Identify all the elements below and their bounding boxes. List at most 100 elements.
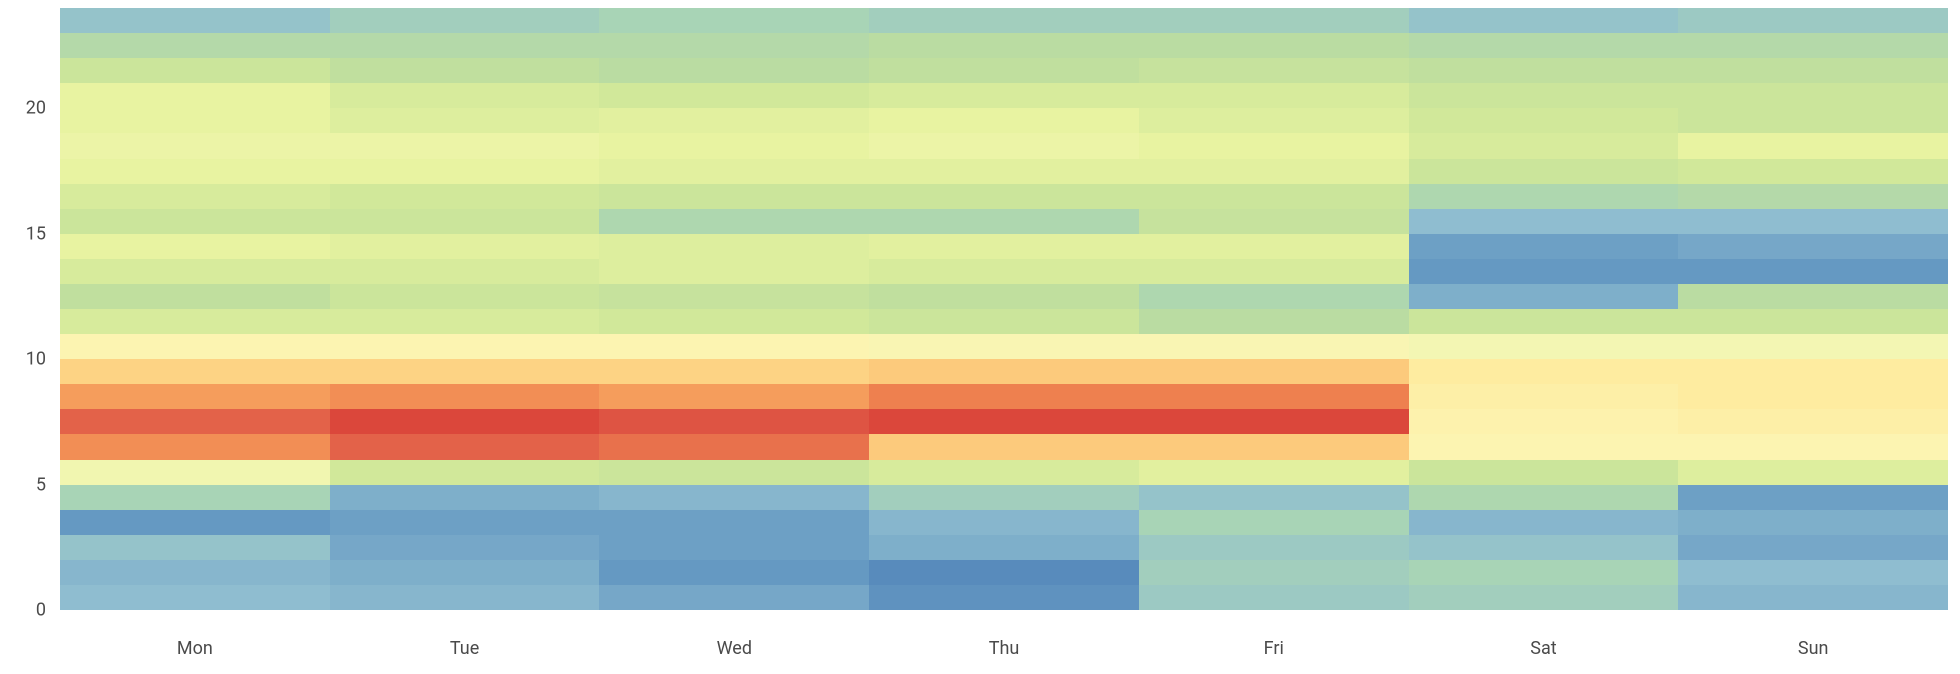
heatmap-cell	[1139, 33, 1409, 58]
heatmap-cell	[330, 83, 600, 108]
heatmap-cell	[60, 108, 330, 133]
x-tick-label: Mon	[60, 638, 330, 659]
heatmap-cell	[1139, 535, 1409, 560]
heatmap-cell	[1678, 108, 1948, 133]
heatmap-cell	[1678, 434, 1948, 459]
heatmap-cell	[60, 209, 330, 234]
heatmap-cell	[1678, 184, 1948, 209]
y-tick-label: 20	[26, 98, 46, 119]
heatmap-cell	[869, 460, 1139, 485]
heatmap-cell	[869, 309, 1139, 334]
heatmap-cell	[869, 58, 1139, 83]
heatmap-cell	[330, 485, 600, 510]
heatmap-cell	[869, 485, 1139, 510]
heatmap-cell	[869, 133, 1139, 158]
heatmap-cell	[599, 384, 869, 409]
heatmap-chart: 05101520 MonTueWedThuFriSatSun	[0, 0, 1960, 674]
heatmap-cell	[1139, 58, 1409, 83]
heatmap-cell	[1139, 184, 1409, 209]
heatmap-cell	[869, 209, 1139, 234]
heatmap-cell	[1139, 8, 1409, 33]
heatmap-cell	[869, 384, 1139, 409]
heatmap-cell	[330, 460, 600, 485]
heatmap-cell	[1409, 58, 1679, 83]
heatmap-cell	[869, 585, 1139, 610]
heatmap-cell	[599, 585, 869, 610]
heatmap-cell	[1409, 33, 1679, 58]
heatmap-cell	[1678, 384, 1948, 409]
heatmap-cell	[1678, 334, 1948, 359]
heatmap-cell	[869, 259, 1139, 284]
heatmap-cell	[1139, 309, 1409, 334]
heatmap-cell	[599, 434, 869, 459]
heatmap-cell	[330, 234, 600, 259]
heatmap-cell	[1678, 159, 1948, 184]
heatmap-cell	[1139, 560, 1409, 585]
heatmap-grid	[60, 8, 1948, 610]
heatmap-cell	[60, 83, 330, 108]
heatmap-cell	[599, 259, 869, 284]
heatmap-cell	[1409, 234, 1679, 259]
heatmap-cell	[60, 309, 330, 334]
heatmap-cell	[1139, 133, 1409, 158]
heatmap-cell	[1139, 409, 1409, 434]
heatmap-cell	[1409, 334, 1679, 359]
heatmap-cell	[1139, 83, 1409, 108]
heatmap-cell	[60, 434, 330, 459]
heatmap-cell	[60, 409, 330, 434]
heatmap-cell	[330, 560, 600, 585]
heatmap-cell	[330, 33, 600, 58]
heatmap-cell	[599, 359, 869, 384]
heatmap-cell	[599, 33, 869, 58]
heatmap-cell	[1678, 460, 1948, 485]
heatmap-cell	[869, 409, 1139, 434]
heatmap-cell	[1139, 209, 1409, 234]
y-tick-label: 5	[36, 474, 46, 495]
heatmap-cell	[1409, 510, 1679, 535]
x-axis: MonTueWedThuFriSatSun	[60, 638, 1948, 659]
heatmap-cell	[60, 58, 330, 83]
heatmap-cell	[1409, 485, 1679, 510]
heatmap-cell	[330, 108, 600, 133]
heatmap-cell	[60, 535, 330, 560]
heatmap-cell	[1139, 384, 1409, 409]
heatmap-cell	[1409, 133, 1679, 158]
heatmap-cell	[60, 184, 330, 209]
heatmap-cell	[869, 83, 1139, 108]
heatmap-cell	[1678, 359, 1948, 384]
heatmap-cell	[1139, 159, 1409, 184]
heatmap-cell	[1409, 359, 1679, 384]
heatmap-cell	[869, 234, 1139, 259]
heatmap-cell	[599, 159, 869, 184]
heatmap-cell	[330, 58, 600, 83]
heatmap-cell	[330, 384, 600, 409]
x-tick-label: Tue	[330, 638, 600, 659]
heatmap-cell	[599, 234, 869, 259]
heatmap-cell	[599, 58, 869, 83]
heatmap-cell	[330, 184, 600, 209]
heatmap-cell	[330, 409, 600, 434]
heatmap-cell	[1409, 409, 1679, 434]
heatmap-cell	[599, 108, 869, 133]
heatmap-cell	[60, 133, 330, 158]
heatmap-cell	[869, 560, 1139, 585]
y-tick-label: 0	[36, 600, 46, 621]
heatmap-cell	[869, 334, 1139, 359]
heatmap-cell	[599, 209, 869, 234]
heatmap-cell	[1678, 409, 1948, 434]
heatmap-cell	[599, 334, 869, 359]
heatmap-cell	[869, 510, 1139, 535]
heatmap-cell	[869, 284, 1139, 309]
heatmap-cell	[60, 284, 330, 309]
heatmap-cell	[1139, 284, 1409, 309]
heatmap-cell	[1409, 8, 1679, 33]
heatmap-cell	[60, 8, 330, 33]
heatmap-cell	[1409, 108, 1679, 133]
heatmap-cell	[1139, 460, 1409, 485]
heatmap-cell	[60, 560, 330, 585]
heatmap-cell	[1678, 58, 1948, 83]
heatmap-cell	[869, 108, 1139, 133]
heatmap-cell	[869, 359, 1139, 384]
y-tick-label: 15	[26, 223, 46, 244]
heatmap-cell	[330, 209, 600, 234]
